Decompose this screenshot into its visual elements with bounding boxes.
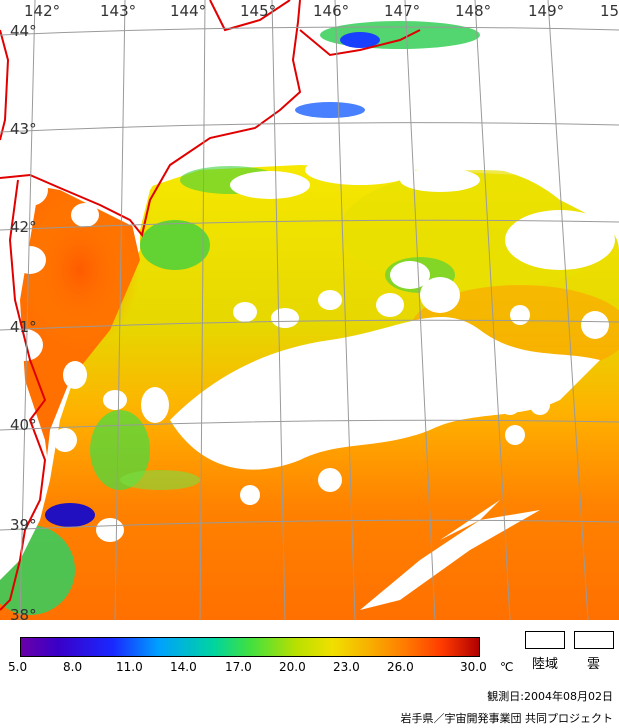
credit-line: 岩手県／宇宙開発事業団 共同プロジェクト [400, 712, 614, 725]
longitude-label-148: 148° [455, 2, 492, 20]
longitude-label-150: 15 [600, 2, 619, 20]
observation-date: 観測日:2004年08月02日 [487, 690, 613, 703]
colorbar-unit: ℃ [500, 660, 514, 674]
latitude-label-39: 39° [10, 516, 37, 534]
longitude-label-143: 143° [100, 2, 137, 20]
temperature-color-bar [20, 637, 480, 657]
colorbar-tick-label: 14.0 [170, 660, 197, 674]
cloud-swatch [574, 631, 614, 649]
colorbar-tick-label: 17.0 [225, 660, 252, 674]
cloud-cover [7, 127, 619, 610]
sea-surface-temperature-map [0, 0, 619, 620]
longitude-label-146: 146° [313, 2, 350, 20]
longitude-label-149: 149° [528, 2, 565, 20]
longitude-label-145: 145° [240, 2, 277, 20]
longitude-label-142: 142° [24, 2, 61, 20]
latitude-label-38: 38° [10, 606, 37, 624]
colorbar-tick-label: 11.0 [116, 660, 143, 674]
land-swatch [525, 631, 565, 649]
colorbar-tick-label: 30.0 [460, 660, 487, 674]
longitude-label-147: 147° [384, 2, 421, 20]
land-swatch-label: 陸域 [532, 657, 559, 672]
colorbar-tick-label: 8.0 [63, 660, 83, 674]
latitude-label-44: 44° [10, 22, 37, 40]
latitude-label-41: 41° [10, 318, 37, 336]
colorbar-tick-label: 26.0 [387, 660, 414, 674]
colorbar-tick-label: 5.0 [8, 660, 28, 674]
colorbar-tick-label: 23.0 [333, 660, 360, 674]
graticule-grid [0, 0, 619, 620]
latitude-label-42: 42° [10, 218, 37, 236]
latitude-label-40: 40° [10, 416, 37, 434]
latitude-label-43: 43° [10, 120, 37, 138]
cloud-swatch-label: 雲 [587, 657, 601, 672]
longitude-label-144: 144° [170, 2, 207, 20]
colorbar-tick-label: 20.0 [279, 660, 306, 674]
